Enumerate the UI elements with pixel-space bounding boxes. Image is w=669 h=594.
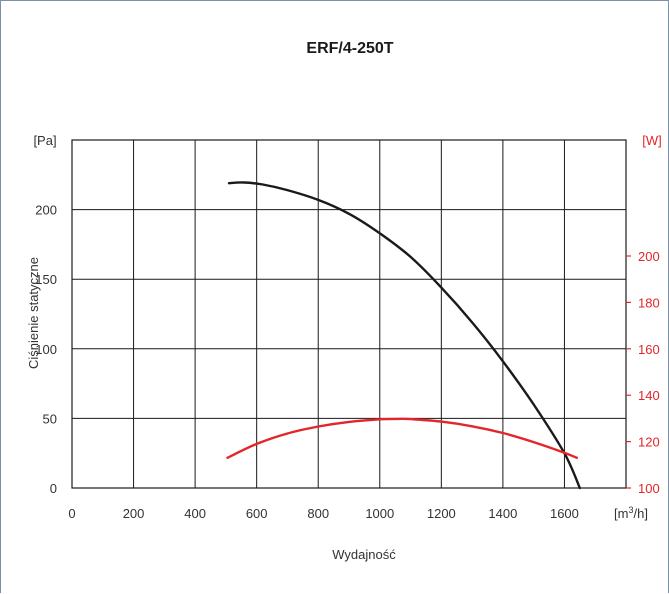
y2-axis-unit: [W] [642, 133, 662, 148]
x-axis-unit: [m3/h] [614, 505, 648, 521]
y2-tick-label: 160 [638, 342, 660, 357]
chart-title: ERF/4-250T [306, 40, 393, 57]
y-tick-label: 200 [35, 203, 57, 218]
series-lines [226, 181, 581, 490]
y-tick-label: 0 [50, 481, 57, 496]
x-axis-unit-sup: 3 [628, 505, 633, 515]
y-tick-label: 50 [43, 411, 57, 426]
y2-tick-label: 100 [638, 481, 660, 496]
y-tick-label: 100 [35, 342, 57, 357]
y-tick-label: 150 [35, 272, 57, 287]
x-axis-unit-tail: /h] [634, 506, 648, 521]
right-axis: 100 120 140 160 180 200 [626, 249, 660, 496]
x-tick-label: 1200 [427, 506, 456, 521]
y2-tick-label: 120 [638, 435, 660, 450]
x-tick-label: 800 [307, 506, 329, 521]
tick-labels: 0 200 400 600 800 1000 1200 1400 1600 0 50 100 150 20… [35, 203, 579, 521]
x-tick-label: 600 [246, 506, 268, 521]
x-axis-title: Wydajność [332, 547, 396, 562]
y-axis-title: Ciśnienie statyczne [26, 257, 41, 369]
x-tick-label: 200 [123, 506, 145, 521]
y-axis-unit: [Pa] [33, 133, 56, 148]
x-tick-label: 1000 [365, 506, 394, 521]
x-tick-label: 1600 [550, 506, 579, 521]
y2-tick-label: 180 [638, 295, 660, 310]
plot-border [71, 139, 627, 489]
x-tick-label: 0 [68, 506, 75, 521]
y2-tick-label: 140 [638, 388, 660, 403]
x-axis-unit-base: [m [614, 506, 628, 521]
x-tick-label: 400 [184, 506, 206, 521]
power-curve [226, 417, 578, 459]
pressure-curve [227, 181, 581, 490]
y2-tick-label: 200 [638, 249, 660, 264]
grid [71, 139, 627, 489]
x-tick-label: 1400 [488, 506, 517, 521]
